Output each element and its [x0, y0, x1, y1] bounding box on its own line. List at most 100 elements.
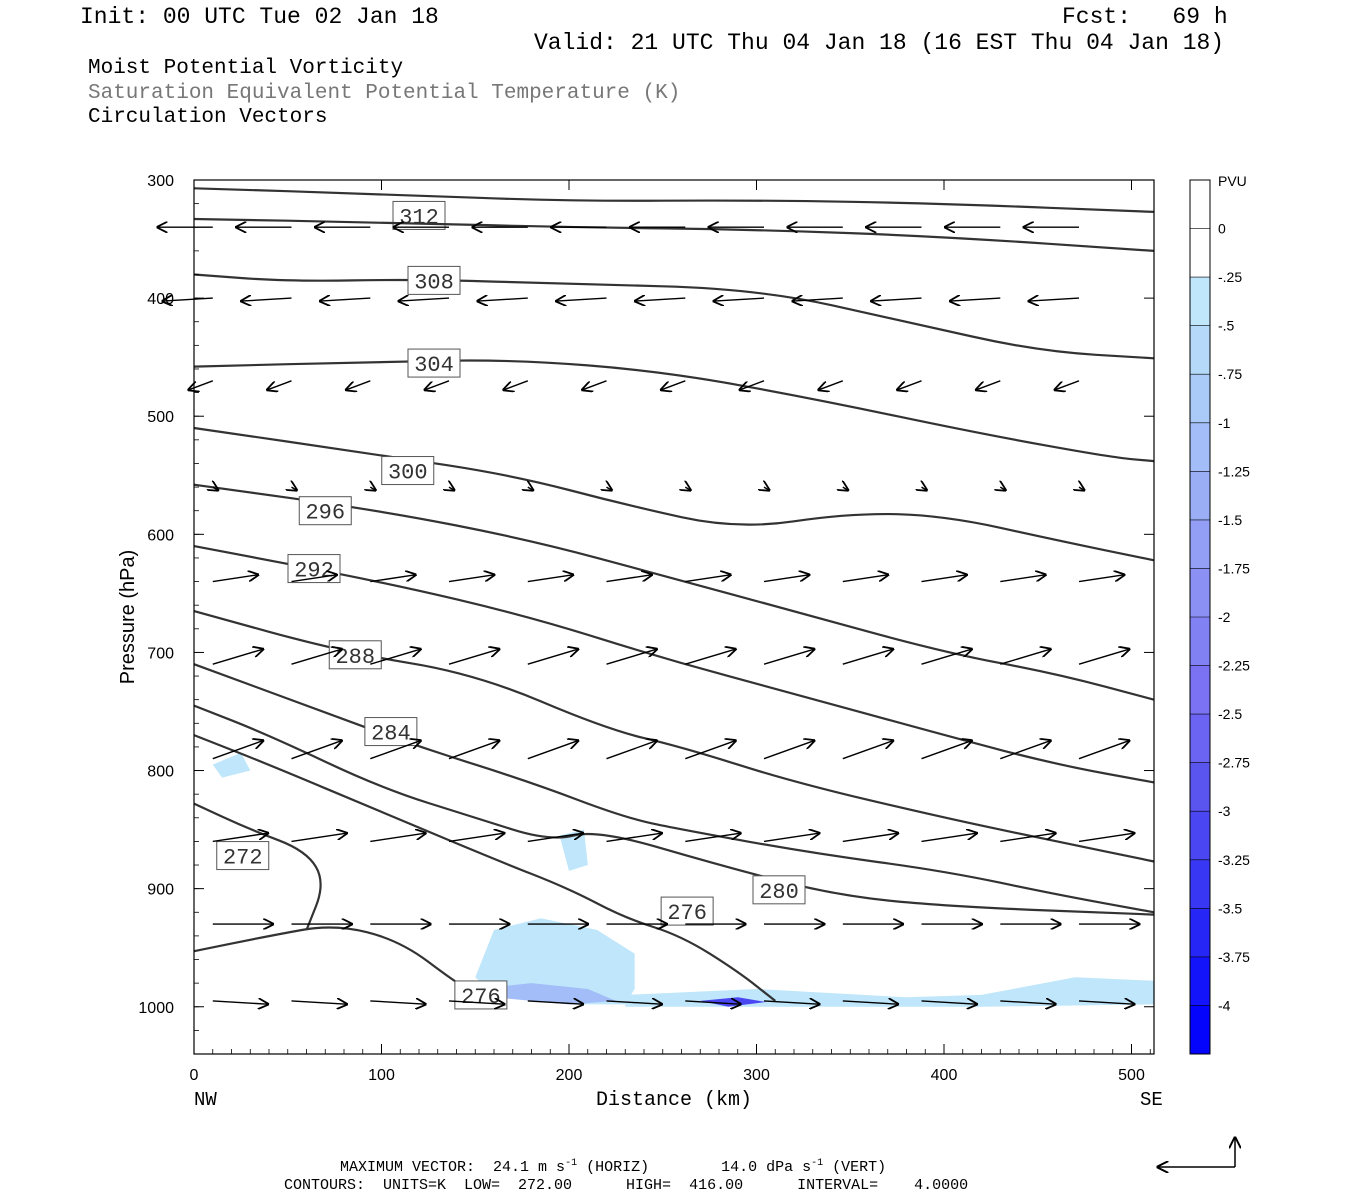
- contours-line: CONTOURS: UNITS=K LOW= 272.00 HIGH= 416.…: [284, 1177, 969, 1194]
- colorbar-swatch-3: [1190, 325, 1210, 375]
- vector-83: [1078, 741, 1129, 760]
- contour-label-box-9: [752, 875, 806, 905]
- contour-label-0: 312: [399, 205, 439, 230]
- contour-label-12: 276: [461, 985, 501, 1010]
- colorbar-swatch-14: [1190, 859, 1210, 909]
- vector-71: [1078, 649, 1129, 665]
- vector-15: [399, 298, 450, 301]
- contour-line-12: [193, 926, 476, 994]
- vector-80: [842, 741, 893, 760]
- colorbar-swatch-1: [1190, 228, 1210, 278]
- vert-unit: (VERT): [832, 1159, 887, 1176]
- y-tick-label-5: 800: [147, 764, 174, 781]
- vector-25: [268, 380, 292, 390]
- init-time: Init: 00 UTC Tue 02 Jan 18: [80, 4, 439, 30]
- contour-label-box-10: [660, 896, 714, 926]
- vector-50: [370, 575, 415, 583]
- vector-89: [606, 833, 662, 843]
- colorbar-label-4: -1: [1218, 415, 1231, 431]
- vector-37: [292, 487, 297, 490]
- legend-mpv: Moist Potential Vorticity: [88, 57, 404, 80]
- legend-theta-es: Saturation Equivalent Potential Temperat…: [88, 82, 681, 105]
- vector-69: [921, 649, 972, 665]
- vector-58: [1000, 575, 1045, 583]
- vector-82: [1000, 741, 1050, 760]
- colorbar-swatch-7: [1190, 519, 1210, 569]
- vector-114: [685, 1001, 740, 1004]
- vector-56: [842, 575, 888, 583]
- colorbar-swatch-8: [1190, 568, 1210, 618]
- plot-frame: [193, 179, 1155, 1055]
- vector-88: [527, 833, 583, 843]
- vector-116: [842, 1001, 898, 1004]
- vector-87: [448, 833, 504, 843]
- contour-line-11: [193, 802, 322, 931]
- colorbar-label-8: -2: [1218, 609, 1231, 625]
- colorbar-swatch-16: [1190, 956, 1210, 1006]
- vector-30: [661, 380, 686, 390]
- colorbar-label-10: -2.5: [1218, 706, 1242, 722]
- y-tick-label-7: 1000: [138, 1000, 174, 1017]
- vector-68: [842, 649, 893, 665]
- vector-55: [763, 575, 809, 583]
- vector-41: [607, 487, 612, 490]
- valid-time: Valid: 21 UTC Thu 04 Jan 18 (16 EST Thu …: [534, 30, 1225, 56]
- contour-line-2: [193, 273, 1155, 360]
- vector-113: [606, 1001, 662, 1004]
- vector-61: [291, 649, 342, 665]
- vector-16: [478, 298, 528, 301]
- colorbar-label-1: -.25: [1218, 269, 1242, 285]
- circulation-vectors: [158, 227, 1139, 1004]
- vector-75: [448, 741, 499, 760]
- vector-26: [346, 380, 371, 390]
- vector-67: [763, 649, 814, 665]
- colorbar-swatch-2: [1190, 277, 1210, 327]
- vector-92: [842, 833, 898, 843]
- vector-32: [819, 380, 844, 390]
- contour-line-3: [193, 359, 1155, 463]
- vector-118: [1000, 1001, 1055, 1004]
- colorbar-label-6: -1.5: [1218, 512, 1242, 528]
- colorbar-swatch-0: [1190, 180, 1210, 230]
- contour-label-box-8: [364, 717, 418, 747]
- vector-22: [950, 298, 1001, 301]
- vector-63: [448, 649, 499, 665]
- x-axis-label: Distance (km): [596, 1089, 752, 1112]
- axis-ticks: 0 100 200 300 400 500 300 400 500 600 700 800 900 100…: [138, 173, 1154, 1084]
- colorbar-label-2: -.5: [1218, 318, 1235, 334]
- vector-64: [527, 649, 578, 665]
- vector-31: [740, 380, 765, 390]
- contour-label-4: 300: [388, 461, 428, 486]
- vector-38: [370, 487, 375, 490]
- max-vector-line: MAXIMUM VECTOR: 24.1 m s-1 (HORIZ) 14.0 …: [340, 1158, 887, 1176]
- vector-42: [685, 487, 690, 490]
- colorbar-label-16: -4: [1218, 997, 1231, 1013]
- vector-46: [1000, 487, 1005, 490]
- contour-line-8: [193, 663, 1155, 914]
- contour-label-9: 280: [759, 880, 799, 905]
- vert-value: 14.0 dPa s: [721, 1159, 812, 1176]
- vector-60: [212, 649, 263, 665]
- vector-78: [685, 741, 735, 760]
- vector-36: [213, 487, 218, 490]
- colorbar-label-11: -2.75: [1218, 755, 1250, 771]
- vector-29: [583, 380, 607, 390]
- y-tick-label-2: 500: [147, 409, 174, 426]
- colorbar-label-3: -.75: [1218, 366, 1242, 382]
- contour-label-3: 304: [414, 353, 454, 378]
- colorbar-swatch-13: [1190, 811, 1210, 861]
- vector-20: [793, 298, 843, 301]
- vector-53: [606, 575, 652, 583]
- x-tick-label-3: 300: [743, 1067, 770, 1084]
- y-tick-label-0: 300: [147, 173, 174, 190]
- contour-label-box-5: [298, 496, 352, 526]
- vector-90: [685, 833, 740, 843]
- vector-109: [291, 1001, 347, 1004]
- contour-line-10: [193, 734, 776, 1002]
- x-right-end-label: SE: [1140, 1089, 1163, 1111]
- colorbar-label-15: -3.75: [1218, 949, 1250, 965]
- colorbar-swatch-4: [1190, 374, 1210, 424]
- reference-vector-icon: [1158, 1138, 1235, 1167]
- vector-111: [448, 1001, 504, 1004]
